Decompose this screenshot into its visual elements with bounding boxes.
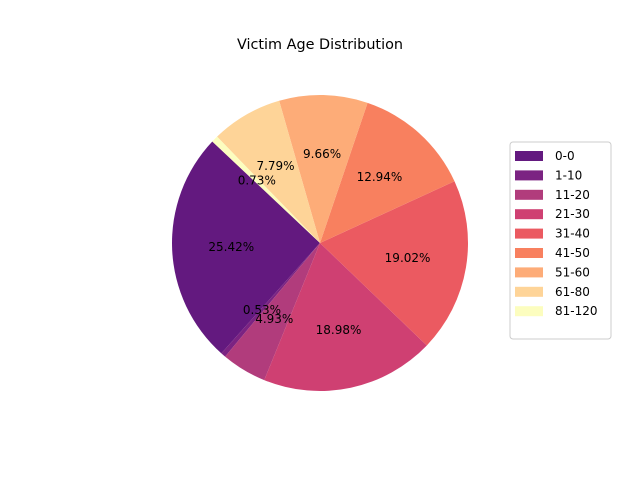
legend-swatch-81-120 bbox=[515, 306, 543, 317]
legend-swatch-31-40 bbox=[515, 228, 543, 239]
legend-swatch-51-60 bbox=[515, 267, 543, 278]
pie-slice-1-10 bbox=[221, 243, 320, 357]
pie-label-11-20: 4.93% bbox=[255, 312, 293, 326]
pie-slice-41-50 bbox=[320, 102, 455, 243]
pie-slice-51-60 bbox=[279, 94, 368, 243]
legend-label-31-40: 31-40 bbox=[555, 227, 590, 241]
pie-label-1-10: 0.53% bbox=[243, 303, 281, 317]
pie-label-61-80: 7.79% bbox=[256, 159, 294, 173]
pie-slice-11-20 bbox=[225, 243, 320, 381]
legend-swatch-41-50 bbox=[515, 248, 543, 258]
pie-label-0-0: 25.42% bbox=[208, 240, 254, 254]
legend-swatch-11-20 bbox=[515, 189, 543, 200]
percentage-labels: 25.42% 0.53%4.93% 18.98% 19.02% 12.94% 9.66% 7… bbox=[208, 147, 430, 337]
legend-label-0-0: 0-0 bbox=[555, 149, 575, 163]
pie-slice-0-0 bbox=[172, 141, 320, 354]
chart-title: Victim Age Distribution bbox=[237, 37, 403, 53]
legend-label-41-50: 41-50 bbox=[555, 246, 590, 260]
legend-swatch-61-80 bbox=[515, 286, 543, 297]
legend-swatch-0-0 bbox=[515, 151, 543, 161]
legend-label-21-30: 21-30 bbox=[555, 207, 590, 221]
pie-slice-31-40 bbox=[320, 181, 468, 346]
legend-label-1-10: 1-10 bbox=[555, 168, 582, 182]
legend-label-81-120: 81-120 bbox=[555, 304, 598, 318]
pie-label-41-50: 12.94% bbox=[357, 170, 403, 184]
pie-slices bbox=[172, 94, 468, 392]
legend-label-11-20: 11-20 bbox=[555, 188, 590, 202]
pie-label-21-30: 18.98% bbox=[316, 323, 362, 337]
legend-label-51-60: 51-60 bbox=[555, 265, 590, 279]
pie-label-51-60: 9.66% bbox=[303, 147, 341, 161]
pie-label-31-40: 19.02% bbox=[385, 251, 431, 265]
legend: 0-0 1-10 11-20 21-30 31-40 41-50 51-60 61-80 81-… bbox=[509, 141, 612, 340]
pie-slice-81-120 bbox=[212, 136, 320, 243]
pie-label-81-120: 0.73% bbox=[238, 174, 276, 188]
legend-swatch-1-10 bbox=[515, 170, 543, 181]
legend-label-61-80: 61-80 bbox=[555, 285, 590, 299]
pie-slice-61-80 bbox=[217, 100, 320, 243]
pie-slice-21-30 bbox=[264, 243, 427, 392]
legend-swatch-21-30 bbox=[515, 209, 543, 220]
